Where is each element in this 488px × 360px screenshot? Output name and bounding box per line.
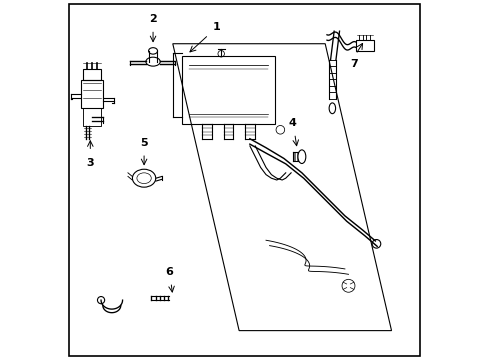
Text: 6: 6	[165, 267, 173, 277]
Text: 4: 4	[288, 118, 296, 128]
Text: 3: 3	[86, 158, 94, 168]
Text: 1: 1	[212, 22, 220, 32]
Text: 7: 7	[349, 59, 357, 69]
Text: 2: 2	[149, 14, 157, 24]
Text: 5: 5	[140, 138, 147, 148]
